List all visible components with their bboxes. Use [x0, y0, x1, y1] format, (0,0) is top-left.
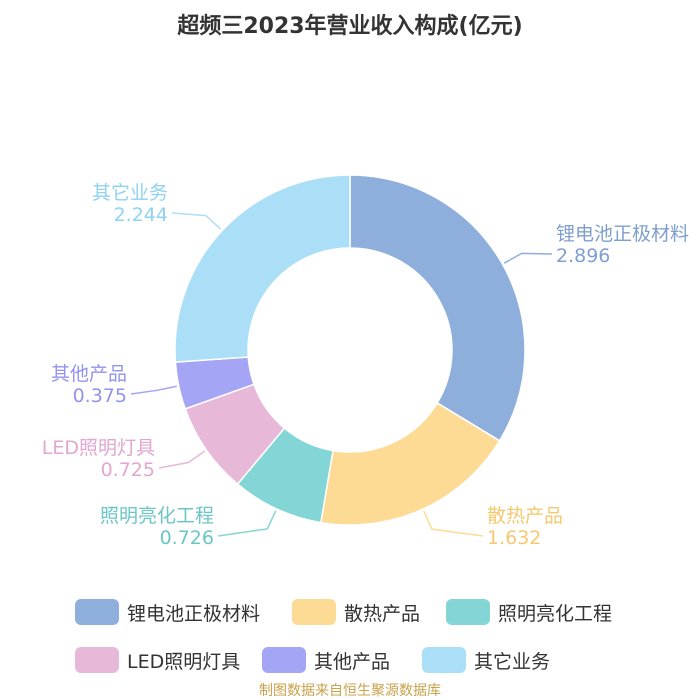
leader-line-led-lamps [158, 450, 206, 469]
legend-label-cooling-products: 散热产品 [344, 602, 421, 625]
leader-line-other-products [130, 385, 177, 395]
leader-line-cooling-products [422, 510, 484, 537]
legend-label-lighting-engineering: 照明亮化工程 [498, 602, 613, 625]
slice-value-led-lamps: 0.725 [101, 459, 155, 481]
slice-label-lithium-cathode: 锂电池正极材料 [556, 223, 689, 245]
leader-line-other-business [171, 212, 222, 230]
legend-swatch-lithium-cathode [75, 599, 119, 625]
slice-value-cooling-products: 1.632 [487, 527, 541, 549]
legend-item-other-business[interactable]: 其它业务 [422, 646, 550, 674]
legend-swatch-cooling-products [292, 599, 336, 625]
slice-label-lighting-engineering: 照明亮化工程 [100, 505, 214, 527]
legend-swatch-lighting-engineering [446, 599, 490, 625]
slice-value-lighting-engineering: 0.726 [160, 527, 214, 549]
chart-title: 超频三2023年营业收入构成(亿元) [177, 14, 523, 39]
slice-label-other-products: 其他产品 [51, 363, 127, 385]
legend-label-led-lamps: LED照明灯具 [127, 650, 241, 673]
slice-label-led-lamps: LED照明灯具 [42, 437, 155, 459]
legend-item-cooling-products[interactable]: 散热产品 [292, 598, 420, 626]
slice-value-other-business: 2.244 [114, 204, 168, 226]
legend-swatch-other-products [262, 647, 306, 673]
legend-label-lithium-cathode: 锂电池正极材料 [127, 602, 261, 625]
slice-value-lithium-cathode: 2.896 [556, 245, 610, 267]
slice-lithium-cathode[interactable] [349, 174, 526, 442]
legend-item-led-lamps[interactable]: LED照明灯具 [75, 646, 240, 674]
legend-item-lithium-cathode[interactable]: 锂电池正极材料 [75, 598, 260, 626]
leader-line-lighting-engineering [217, 510, 277, 537]
slice-label-other-business: 其它业务 [92, 182, 168, 204]
slice-label-cooling-products: 散热产品 [487, 505, 563, 527]
legend-item-other-products[interactable]: 其他产品 [262, 646, 390, 674]
legend-swatch-other-business [422, 647, 466, 673]
legend-label-other-business: 其它业务 [474, 650, 551, 673]
leader-line-lithium-cathode [503, 252, 553, 264]
legend-label-other-products: 其他产品 [314, 650, 391, 673]
slice-other-business[interactable] [174, 174, 351, 363]
source-note: 制图数据来自恒生聚源数据库 [259, 683, 441, 699]
slice-value-other-products: 0.375 [73, 385, 127, 407]
legend-item-lighting-engineering[interactable]: 照明亮化工程 [446, 598, 612, 626]
legend-swatch-led-lamps [75, 647, 119, 673]
